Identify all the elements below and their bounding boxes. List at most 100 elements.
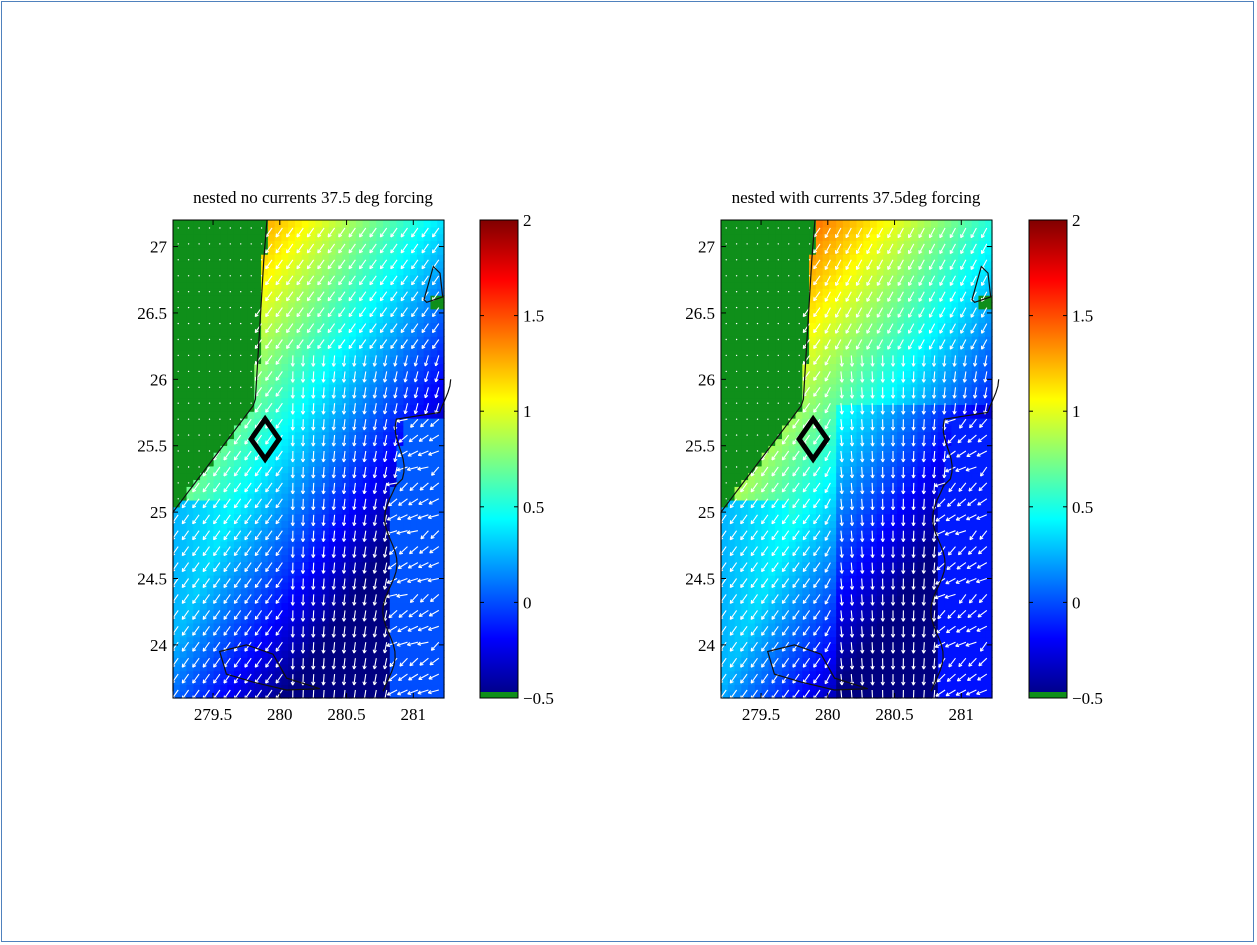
heatmap-cell	[335, 534, 343, 542]
vector-dot	[187, 227, 190, 229]
heatmap-cell	[233, 281, 242, 289]
heatmap-cell	[213, 616, 222, 624]
heatmap-cell	[301, 220, 310, 228]
heatmap-cell	[335, 322, 343, 330]
vector-arrow	[233, 546, 242, 556]
vector-arrowhead	[419, 598, 423, 603]
vector-arrow	[419, 546, 429, 554]
heatmap-cell	[173, 588, 181, 597]
heatmap-cell	[240, 575, 249, 583]
heatmap-cell	[410, 267, 418, 276]
vector-dot	[208, 354, 211, 357]
heatmap-cell	[389, 301, 398, 310]
heatmap-cell	[179, 288, 188, 296]
heatmap-cell	[247, 226, 255, 235]
heatmap-cell	[301, 622, 310, 631]
vector-arrow	[411, 243, 419, 254]
heatmap-cell	[335, 233, 343, 242]
vector-arrow	[363, 450, 367, 462]
vector-arrowhead	[321, 601, 324, 606]
vector-arrow	[202, 594, 210, 604]
heatmap-cell	[437, 356, 445, 364]
heatmap-cell	[349, 554, 357, 563]
vector-arrow	[322, 689, 325, 702]
heatmap-cell	[315, 383, 323, 392]
heatmap-cell	[396, 479, 404, 487]
vector-arrow	[363, 387, 367, 399]
heatmap-cell	[416, 534, 425, 542]
colorbar-tick-label: 1	[523, 402, 532, 421]
heatmap-cell	[281, 527, 289, 535]
heatmap-cell	[220, 445, 228, 453]
vector-arrow	[397, 450, 408, 457]
vector-arrowhead	[427, 626, 432, 631]
vector-arrowhead	[290, 586, 294, 590]
colorbar-tick-label: −0.5	[523, 689, 554, 708]
heatmap-cell	[335, 281, 343, 289]
vector-arrow	[429, 657, 440, 666]
heatmap-cell	[410, 677, 418, 685]
heatmap-cell	[430, 547, 438, 556]
heatmap-cell	[416, 568, 425, 576]
vector-arrow	[275, 243, 283, 254]
heatmap-cell	[281, 404, 289, 412]
vector-arrowhead	[362, 410, 365, 415]
heatmap-cell	[267, 301, 276, 310]
heatmap-cell	[355, 547, 364, 556]
heatmap-cell	[376, 301, 384, 310]
heatmap-cell	[247, 397, 255, 405]
heatmap-cell	[186, 657, 194, 665]
heatmap-cell	[376, 295, 384, 303]
heatmap-cell	[437, 370, 445, 378]
heatmap-cell	[315, 534, 323, 542]
heatmap-cell	[281, 581, 289, 590]
heatmap-cell	[315, 267, 323, 276]
vector-dot	[240, 418, 242, 420]
vector-arrow	[414, 355, 419, 367]
heatmap-cell	[213, 588, 222, 597]
vector-arrow	[275, 578, 283, 588]
heatmap-cell	[342, 226, 350, 235]
heatmap-cell	[261, 377, 269, 385]
heatmap-cell	[403, 322, 411, 330]
heatmap-cell	[396, 342, 404, 351]
vector-arrow	[419, 657, 429, 666]
vector-arrow	[192, 530, 200, 541]
vector-arrow	[432, 339, 440, 349]
heatmap-cell	[389, 363, 398, 371]
heatmap-cell	[383, 267, 391, 276]
heatmap-cell	[376, 506, 384, 515]
vector-dot	[250, 259, 252, 261]
heatmap-cell	[173, 247, 181, 255]
vector-arrow	[254, 594, 263, 604]
heatmap-cell	[369, 397, 377, 405]
vector-arrowhead	[403, 410, 406, 415]
heatmap-cell	[294, 418, 303, 426]
heatmap-cell	[362, 240, 371, 248]
heatmap-cell	[281, 568, 289, 576]
heatmap-cell	[206, 220, 215, 228]
heatmap-cell	[301, 636, 310, 644]
vector-arrowhead	[362, 665, 365, 670]
heatmap-cell	[376, 663, 384, 672]
heatmap-cell	[322, 260, 330, 269]
heatmap-cell	[349, 260, 357, 269]
heatmap-cell	[233, 240, 242, 248]
vector-arrow	[213, 450, 221, 461]
heatmap-cell	[220, 452, 228, 460]
vector-arrowhead	[417, 627, 421, 631]
vector-arrow	[244, 641, 252, 652]
heatmap-cell	[362, 349, 371, 358]
heatmap-cell	[254, 315, 262, 324]
heatmap-cell	[213, 295, 222, 303]
heatmap-cell	[369, 267, 377, 276]
vector-arrow	[296, 291, 304, 302]
heatmap-cell	[396, 247, 404, 255]
heatmap-cell	[430, 465, 438, 474]
vector-dot	[229, 370, 231, 373]
heatmap-cell	[200, 636, 208, 644]
heatmap-cell	[416, 554, 425, 563]
vector-dot	[187, 354, 190, 357]
heatmap-cell	[349, 657, 357, 665]
heatmap-cell	[315, 575, 323, 583]
